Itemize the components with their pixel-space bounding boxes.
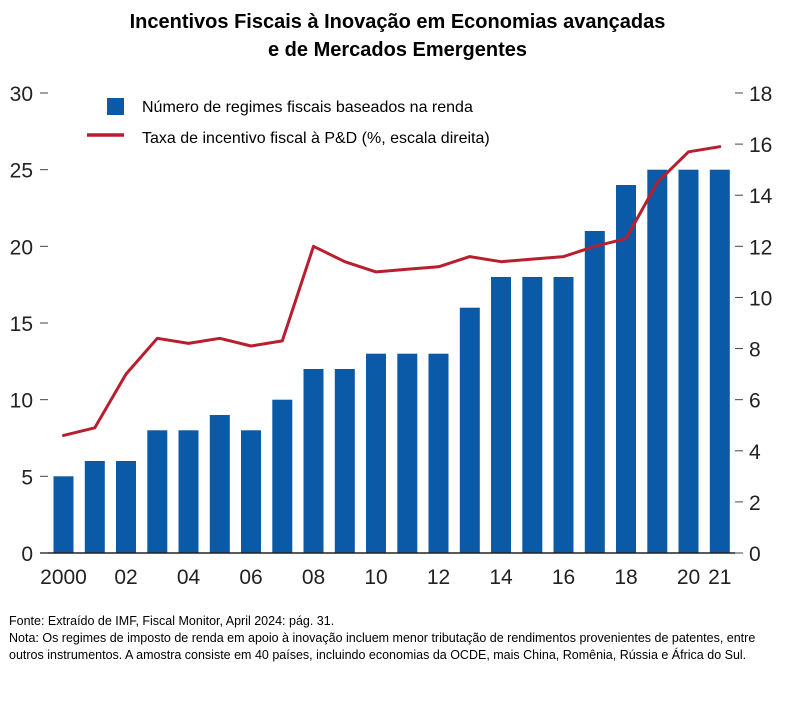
legend-bar-label: Número de regimes fiscais baseados na re…	[142, 99, 473, 116]
line-point-2011	[406, 268, 409, 271]
line-point-2002	[124, 372, 128, 376]
chart-title-line-1: Incentivos Fiscais à Inovação em Economi…	[129, 11, 666, 33]
left-axis-tick-label: 10	[10, 390, 33, 413]
bar-2017	[584, 231, 605, 553]
left-axis-tick-label: 30	[10, 83, 33, 106]
line-point-2008	[312, 245, 315, 248]
bar-2020	[678, 169, 699, 553]
right-axis-tick-label: 0	[749, 543, 761, 566]
left-axis-tick-label: 5	[21, 466, 33, 489]
bar-2011	[397, 353, 418, 553]
x-axis-tick-label: 20	[677, 566, 700, 589]
line-point-2003	[156, 337, 159, 340]
bar-2000	[53, 476, 74, 553]
right-axis-tick-label: 2	[749, 492, 761, 515]
line-point-2016	[562, 255, 565, 258]
legend-line-label: Taxa de incentivo fiscal à P&D (%, escal…	[142, 130, 490, 147]
line-point-2021	[718, 145, 721, 148]
chart-title-line-2: e de Mercados Emergentes	[268, 39, 527, 61]
left-axis-tick-label: 20	[10, 236, 33, 259]
line-point-2019	[656, 181, 659, 184]
x-axis-tick-label: 16	[552, 566, 575, 589]
bar-2008	[303, 369, 324, 553]
line-point-2014	[499, 260, 503, 263]
line-point-2013	[468, 255, 471, 258]
chart-title: Incentivos Fiscais à Inovação em Economi…	[0, 8, 795, 64]
bar-2009	[334, 369, 355, 553]
bar-2004	[178, 430, 199, 553]
legend: Número de regimes fiscais baseados na re…	[87, 98, 490, 147]
bar-2003	[147, 430, 168, 553]
bar-2010	[366, 353, 386, 553]
x-axis-tick-label: 06	[239, 566, 262, 589]
rd-tax-incentive-line	[62, 145, 722, 437]
right-axis-tick-label: 8	[749, 339, 761, 362]
line-point-2007	[281, 339, 284, 343]
right-axis-tick-label: 16	[749, 134, 772, 157]
legend-bar-swatch	[107, 98, 124, 115]
x-axis-tick-label: 04	[177, 566, 201, 589]
left-axis-tick-label: 25	[10, 160, 33, 183]
x-axis-tick-label: 21	[708, 566, 731, 589]
x-axis-tick-label: 14	[489, 566, 513, 589]
line-point-2005	[218, 337, 221, 340]
bar-2016	[553, 277, 574, 553]
source-note: Fonte: Extraído de IMF, Fiscal Monitor, …	[9, 614, 335, 628]
footnotes: Fonte: Extraído de IMF, Fiscal Monitor, …	[9, 613, 789, 664]
bar-series	[53, 169, 730, 553]
x-axis-tick-label: 10	[364, 566, 387, 589]
left-axis-tick-label: 15	[10, 313, 33, 336]
bar-2019	[647, 169, 668, 553]
bar-2007	[272, 399, 293, 553]
line-point-2010	[374, 270, 378, 274]
right-axis-tick-label: 6	[749, 390, 761, 413]
line-point-2006	[249, 344, 253, 348]
bar-2013	[459, 307, 480, 553]
bar-2014	[491, 277, 511, 553]
x-axis-tick-label: 08	[302, 566, 325, 589]
right-axis-tick-label: 14	[749, 185, 773, 208]
x-axis-tick-label: 12	[427, 566, 450, 589]
x-axis-tick-label: 18	[614, 566, 637, 589]
bar-2006	[241, 430, 261, 553]
line-point-2017	[593, 245, 596, 248]
bar-2021	[709, 169, 730, 553]
line-point-2000	[62, 434, 65, 437]
line-point-2012	[437, 265, 440, 268]
right-axis-tick-label: 10	[749, 287, 772, 310]
line-point-2001	[93, 426, 96, 429]
bar-2005	[209, 415, 230, 553]
bar-2018	[616, 185, 636, 553]
line-point-2018	[624, 237, 628, 240]
x-axis-tick-label: 02	[114, 566, 137, 589]
bar-2002	[116, 461, 136, 553]
bar-2001	[84, 461, 105, 553]
right-axis-tick-label: 12	[749, 236, 772, 259]
bar-2015	[522, 277, 543, 553]
right-axis-tick-label: 18	[749, 83, 772, 106]
line-point-2009	[343, 260, 346, 263]
line-point-2015	[531, 257, 534, 261]
x-axis-tick-label: 2000	[40, 566, 87, 589]
line-point-2020	[687, 150, 690, 153]
line-point-2004	[187, 342, 190, 345]
bar-2012	[428, 353, 449, 553]
line-series	[62, 145, 722, 437]
explanatory-note: Nota: Os regimes de imposto de renda em …	[9, 631, 756, 662]
left-axis-tick-label: 0	[21, 543, 33, 566]
right-axis-tick-label: 4	[749, 441, 761, 464]
